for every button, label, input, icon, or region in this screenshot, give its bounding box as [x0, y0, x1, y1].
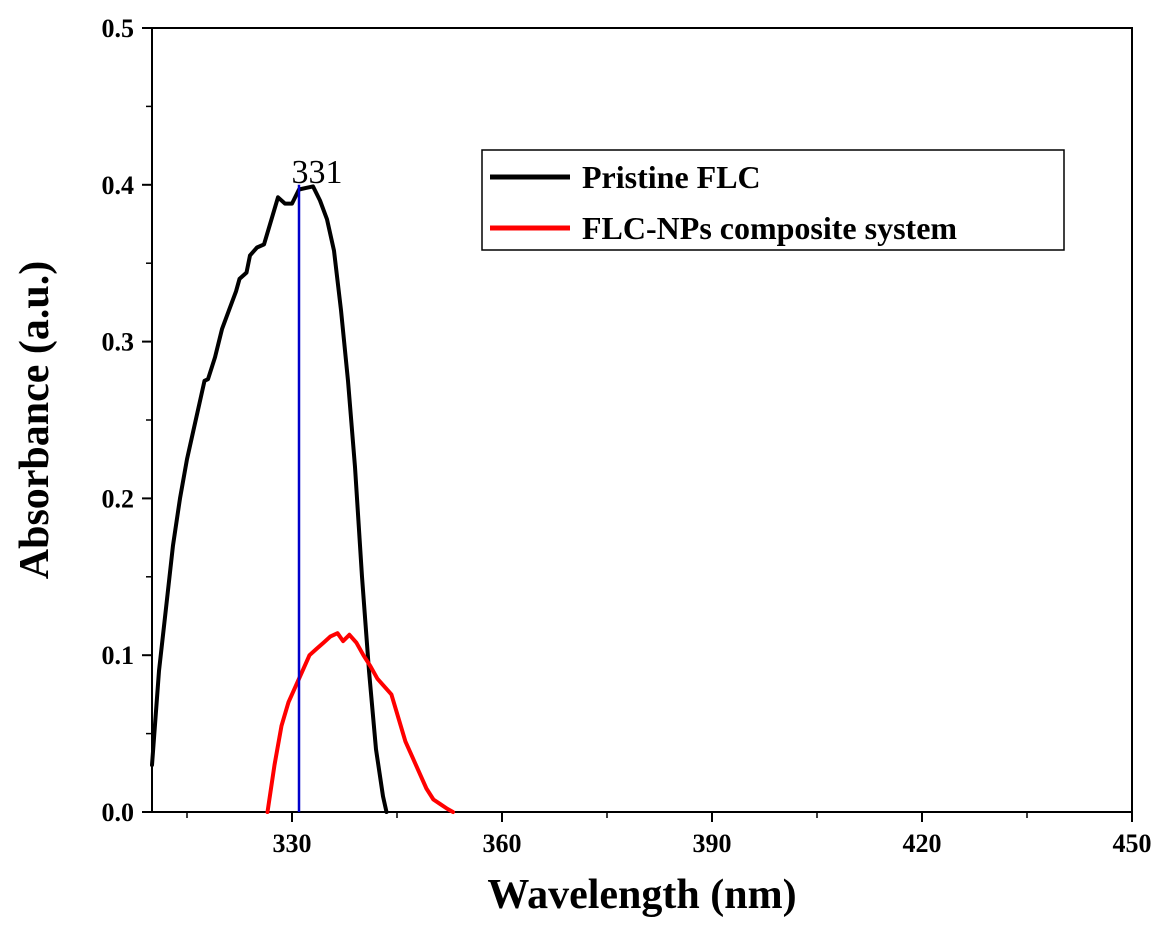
y-tick-label: 0.4 — [102, 171, 135, 200]
peak-label: 331 — [292, 154, 343, 191]
legend-box — [481, 149, 1065, 251]
legend-label-pristine-flc: Pristine FLC — [582, 159, 761, 195]
y-axis-title: Absorbance (a.u.) — [12, 261, 58, 580]
y-tick-label: 0.1 — [102, 641, 135, 670]
y-tick-label: 0.0 — [102, 798, 135, 827]
annotation-layer: 331 — [292, 154, 343, 812]
x-tick-label: 330 — [273, 829, 312, 858]
axis-tick-labels: 330 360 390 420 450 0.0 0.1 0.2 0.3 0.4 0.5 — [102, 14, 1152, 858]
y-tick-label: 0.5 — [102, 14, 135, 43]
x-tick-label: 390 — [693, 829, 732, 858]
x-tick-label: 450 — [1113, 829, 1152, 858]
x-tick-label: 420 — [903, 829, 942, 858]
series-layer — [150, 184, 455, 814]
axis-ticks — [142, 27, 1133, 822]
x-tick-label: 360 — [483, 829, 522, 858]
legend: Pristine FLC FLC-NPs composite system — [481, 149, 1065, 251]
x-axis-title: Wavelength (nm) — [487, 872, 796, 918]
legend-label-flc-nps: FLC-NPs composite system — [582, 210, 957, 246]
y-tick-label: 0.2 — [102, 484, 135, 513]
series-line-flc-nps-composite-system — [265, 631, 455, 814]
y-tick-label: 0.3 — [102, 328, 135, 357]
series-line-pristine-flc — [150, 184, 389, 814]
